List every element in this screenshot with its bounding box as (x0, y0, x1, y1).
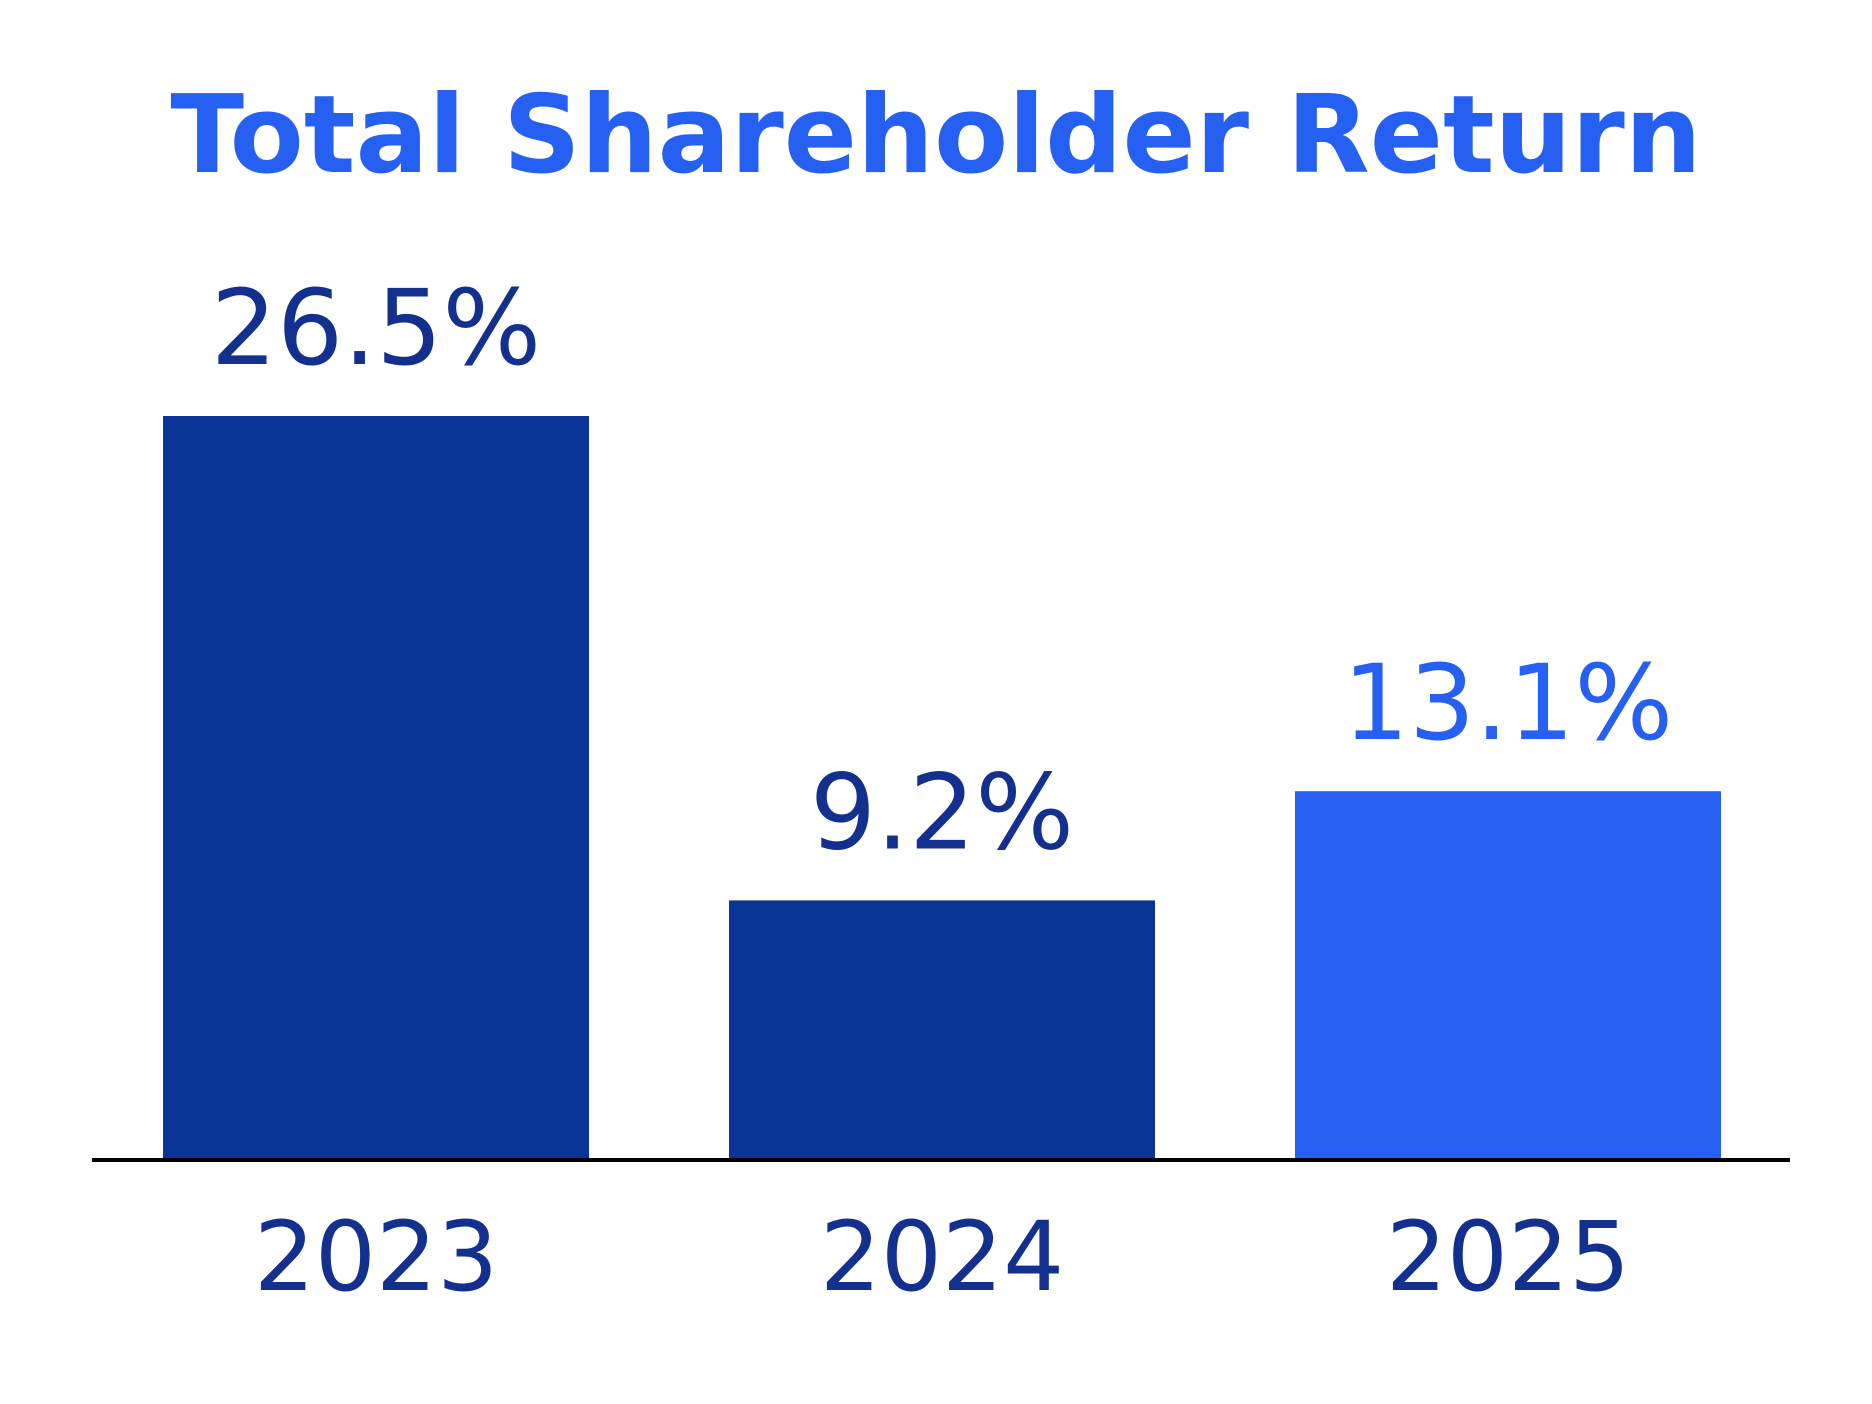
x-tick-label-2023: 2023 (254, 1201, 498, 1313)
bar-2024 (729, 900, 1155, 1158)
value-labels-group: 26.5% 9.2% 13.1% (211, 267, 1673, 873)
bar-2025 (1295, 791, 1721, 1158)
value-label-2024: 9.2% (810, 751, 1074, 873)
x-tick-label-2025: 2025 (1386, 1201, 1630, 1313)
bar-2023 (163, 416, 589, 1158)
bars-group (163, 416, 1721, 1158)
chart-title: Total Shareholder Return (170, 73, 1701, 198)
x-tick-label-2024: 2024 (820, 1201, 1064, 1313)
value-label-2025: 13.1% (1343, 642, 1673, 764)
value-label-2023: 26.5% (211, 267, 541, 389)
x-tick-labels-group: 2023 2024 2025 (254, 1201, 1630, 1313)
